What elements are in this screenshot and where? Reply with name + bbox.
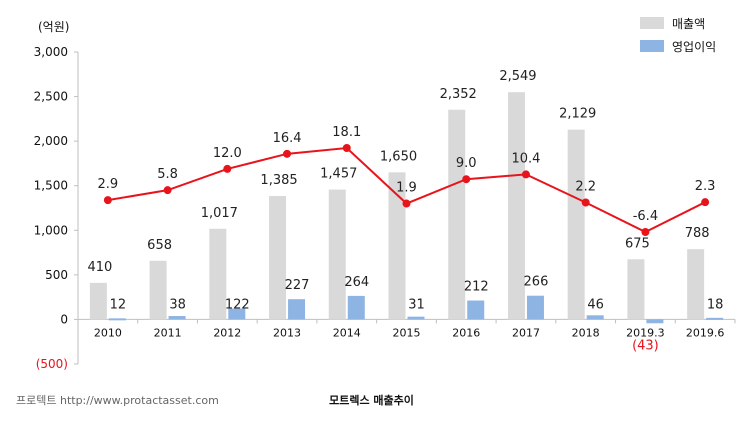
- data-label-margin: 5.8: [157, 167, 178, 182]
- bar-operating-profit: [347, 295, 365, 320]
- data-label-sales: 658: [147, 238, 172, 253]
- data-label-operating-profit: 227: [285, 278, 310, 293]
- data-label-operating-profit: 31: [408, 297, 425, 312]
- data-label-margin: 16.4: [273, 131, 302, 146]
- bar-operating-profit: [168, 316, 186, 320]
- bar-operating-profit: [586, 315, 604, 320]
- y-tick-label: (500): [36, 357, 68, 371]
- data-label-sales: 1,650: [380, 149, 417, 164]
- bar-operating-profit: [288, 299, 306, 320]
- margin-point: [402, 199, 411, 208]
- bar-sales: [627, 259, 645, 320]
- y-tick-label: 2,500: [34, 90, 68, 104]
- bar-operating-profit: [706, 317, 724, 320]
- x-tick-label: 2013: [273, 326, 301, 339]
- data-label-sales: 2,549: [499, 69, 536, 84]
- data-label-operating-profit: 38: [169, 297, 186, 312]
- chart-caption: 모트렉스 매출추이: [329, 394, 414, 407]
- chart-svg: (억원) 3,000 2,500 2,000 1,500 1,000 500 0 (500) 20…: [34, 17, 736, 371]
- data-label-margin: 1.9: [396, 181, 417, 196]
- data-label-operating-profit: 12: [110, 297, 127, 312]
- data-label-operating-profit: 266: [524, 275, 549, 290]
- legend-swatch-operating-profit: [640, 40, 664, 52]
- bar-sales: [567, 129, 585, 320]
- data-label-margin: 2.3: [695, 179, 716, 194]
- y-tick-label: 3,000: [34, 45, 68, 59]
- margin-point: [163, 186, 172, 195]
- x-tick-label: 2018: [572, 326, 600, 339]
- margin-point: [283, 149, 292, 158]
- bar-operating-profit: [407, 316, 425, 320]
- x-tick-label: 2019.6: [686, 326, 725, 339]
- data-label-margin: 2.2: [575, 180, 596, 195]
- data-label-operating-profit: 212: [464, 280, 489, 295]
- data-label-margin: 18.1: [332, 125, 361, 140]
- data-label-margin: 2.9: [98, 177, 119, 192]
- data-label-sales: 675: [625, 236, 650, 251]
- bar-operating-profit: [108, 318, 126, 321]
- x-tick-label: 2015: [393, 326, 421, 339]
- legend-swatch-sales: [640, 17, 664, 29]
- bar-operating-profit: [646, 319, 664, 324]
- margin-point: [223, 164, 232, 173]
- bar-operating-profit: [228, 308, 246, 320]
- legend-label-operating-profit: 영업이익: [672, 40, 716, 54]
- margin-point: [581, 198, 590, 207]
- margin-point: [521, 170, 530, 179]
- data-label-margin: 9.0: [456, 156, 477, 171]
- data-label-sales: 410: [87, 260, 112, 275]
- data-label-operating-profit: 122: [225, 297, 250, 312]
- data-label-sales: 2,352: [440, 87, 477, 102]
- margin-point: [342, 144, 351, 152]
- data-label-operating-profit: (43): [632, 338, 659, 353]
- data-label-operating-profit: 264: [344, 275, 369, 290]
- margin-point: [462, 175, 471, 184]
- bar-sales: [209, 228, 227, 320]
- x-tick-label: 2019.3: [626, 326, 665, 339]
- bar-sales: [89, 282, 107, 320]
- data-label-sales: 788: [685, 226, 710, 241]
- x-tick-label: 2012: [213, 326, 241, 339]
- data-label-sales: 1,017: [201, 206, 238, 221]
- margin-point: [641, 228, 650, 236]
- data-label-sales: 2,129: [559, 107, 596, 122]
- y-tick-label: 500: [45, 268, 68, 282]
- bar-sales: [149, 260, 167, 320]
- bar-operating-profit: [467, 300, 485, 320]
- x-tick-label: 2017: [512, 326, 540, 339]
- data-label-sales: 1,457: [320, 167, 357, 182]
- y-tick-label: 2,000: [34, 134, 68, 148]
- x-tick-label: 2011: [154, 326, 182, 339]
- source-note: 프로텍트 http://www.protactasset.com: [16, 394, 219, 407]
- data-label-margin: 10.4: [511, 151, 540, 166]
- data-label-operating-profit: 46: [587, 297, 604, 312]
- bar-sales: [687, 249, 705, 320]
- bar-sales: [328, 189, 346, 320]
- bar-sales: [507, 92, 525, 320]
- data-label-margin: 12.0: [213, 146, 242, 161]
- data-label-operating-profit: 18: [707, 297, 724, 312]
- y-tick-label: 0: [60, 312, 68, 326]
- legend-label-sales: 매출액: [672, 17, 705, 31]
- bar-sales: [269, 195, 287, 320]
- y-unit-label: (억원): [38, 20, 69, 34]
- bar-operating-profit: [526, 295, 544, 320]
- margin-point: [701, 198, 710, 207]
- bar-sales: [388, 172, 406, 320]
- bar-sales: [448, 109, 466, 320]
- data-label-sales: 1,385: [260, 173, 297, 188]
- y-tick-label: 1,000: [34, 223, 68, 237]
- x-tick-label: 2016: [452, 326, 480, 339]
- x-tick-label: 2014: [333, 326, 361, 339]
- y-tick-label: 1,500: [34, 179, 68, 193]
- data-label-margin: -6.4: [633, 209, 658, 224]
- x-tick-label: 2010: [94, 326, 122, 339]
- margin-point: [103, 196, 112, 205]
